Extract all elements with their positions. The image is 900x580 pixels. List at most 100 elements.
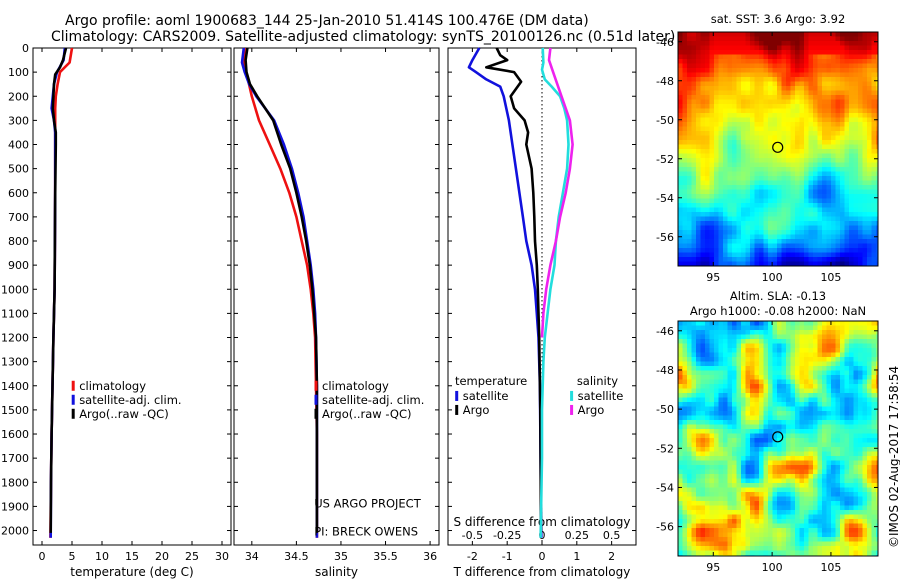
- map-cell: [858, 406, 863, 412]
- map-cell: [754, 514, 760, 520]
- map-cell: [777, 108, 782, 114]
- map-cell: [777, 541, 782, 547]
- map-cell: [862, 352, 868, 358]
- map-cell: [741, 541, 746, 547]
- map-cell: [768, 348, 773, 353]
- map-cell: [813, 532, 818, 538]
- map-cell: [723, 501, 728, 506]
- map-cell: [844, 379, 850, 385]
- map-cell: [808, 393, 814, 398]
- map-cell: [682, 519, 688, 524]
- map-cell: [768, 239, 773, 244]
- map-cell: [822, 239, 827, 244]
- map-cell: [813, 212, 818, 217]
- map-cell: [853, 108, 859, 114]
- map-cell: [732, 72, 737, 78]
- map-cell: [705, 194, 710, 199]
- map-cell: [759, 63, 764, 69]
- map-cell: [817, 501, 823, 506]
- map-cell: [759, 225, 764, 231]
- map-cell: [759, 361, 764, 367]
- map-cell: [763, 41, 769, 46]
- map-cell: [808, 261, 814, 267]
- map-cell: [871, 261, 877, 267]
- map-cell: [790, 384, 796, 389]
- map-cell: [790, 325, 796, 331]
- map-cell: [691, 348, 697, 353]
- map-cell: [808, 99, 814, 105]
- map-cell: [718, 122, 724, 127]
- map-cell: [822, 528, 827, 533]
- map-cell: [718, 438, 724, 443]
- map-cell: [849, 442, 854, 448]
- map-cell: [714, 532, 719, 538]
- map-cell: [682, 532, 688, 538]
- map-cell: [795, 41, 800, 46]
- map-cell: [799, 104, 805, 109]
- map-cell: [768, 325, 773, 331]
- map-cell: [682, 465, 688, 470]
- map-cell: [795, 379, 800, 385]
- map-cell: [835, 528, 841, 533]
- map-cell: [799, 117, 805, 123]
- map-cell: [682, 415, 688, 421]
- map-cell: [700, 343, 706, 349]
- map-cell: [844, 460, 850, 466]
- map-cell: [741, 104, 746, 109]
- map-cell: [678, 451, 683, 457]
- map-cell: [817, 379, 823, 385]
- map-cell: [844, 239, 850, 244]
- map-cell: [727, 375, 733, 380]
- map-cell: [772, 343, 778, 349]
- map-cell: [741, 532, 746, 538]
- map-cell: [754, 537, 760, 542]
- map-cell: [718, 104, 724, 109]
- map-cell: [844, 243, 850, 249]
- map-cell: [871, 104, 877, 109]
- map-cell: [732, 474, 737, 479]
- map-cell: [858, 203, 863, 208]
- map-cell: [714, 474, 719, 479]
- map-cell: [804, 483, 809, 488]
- map-cell: [831, 45, 836, 51]
- map-cell: [853, 36, 859, 42]
- map-cell: [822, 537, 827, 542]
- map-cell: [682, 122, 688, 127]
- map-cell: [808, 176, 814, 181]
- map-cell: [808, 234, 814, 240]
- map-cell: [750, 321, 755, 326]
- map-cell: [844, 207, 850, 213]
- map-cell: [835, 203, 841, 208]
- map-cell: [867, 153, 872, 159]
- map-cell: [786, 429, 791, 434]
- map-cell: [696, 257, 701, 262]
- map-cell: [853, 523, 859, 529]
- map-cell: [763, 239, 769, 244]
- map-cell: [849, 207, 854, 213]
- map-cell: [808, 72, 814, 78]
- map-cell: [687, 162, 692, 168]
- map-cell: [844, 438, 850, 443]
- map-cell: [768, 144, 773, 150]
- map-cell: [682, 95, 688, 100]
- map-cell: [862, 460, 868, 466]
- map-cell: [700, 90, 706, 96]
- map-cell: [871, 420, 877, 425]
- map-cell: [858, 194, 863, 199]
- legend-label: Argo(..raw -QC): [79, 407, 169, 421]
- map-cell: [709, 63, 715, 69]
- map-cell: [840, 532, 845, 538]
- map-cell: [831, 424, 836, 430]
- map-cell: [714, 153, 719, 159]
- map-cell: [840, 185, 845, 190]
- map-cell: [844, 447, 850, 452]
- map-cell: [858, 330, 863, 335]
- map-cell: [804, 167, 809, 172]
- map-cell: [876, 185, 879, 190]
- map-cell: [795, 68, 800, 73]
- map-cell: [790, 505, 796, 511]
- map-cell: [831, 411, 836, 416]
- map-cell: [786, 122, 791, 127]
- map-cell: [700, 113, 706, 118]
- map-cell: [745, 135, 751, 141]
